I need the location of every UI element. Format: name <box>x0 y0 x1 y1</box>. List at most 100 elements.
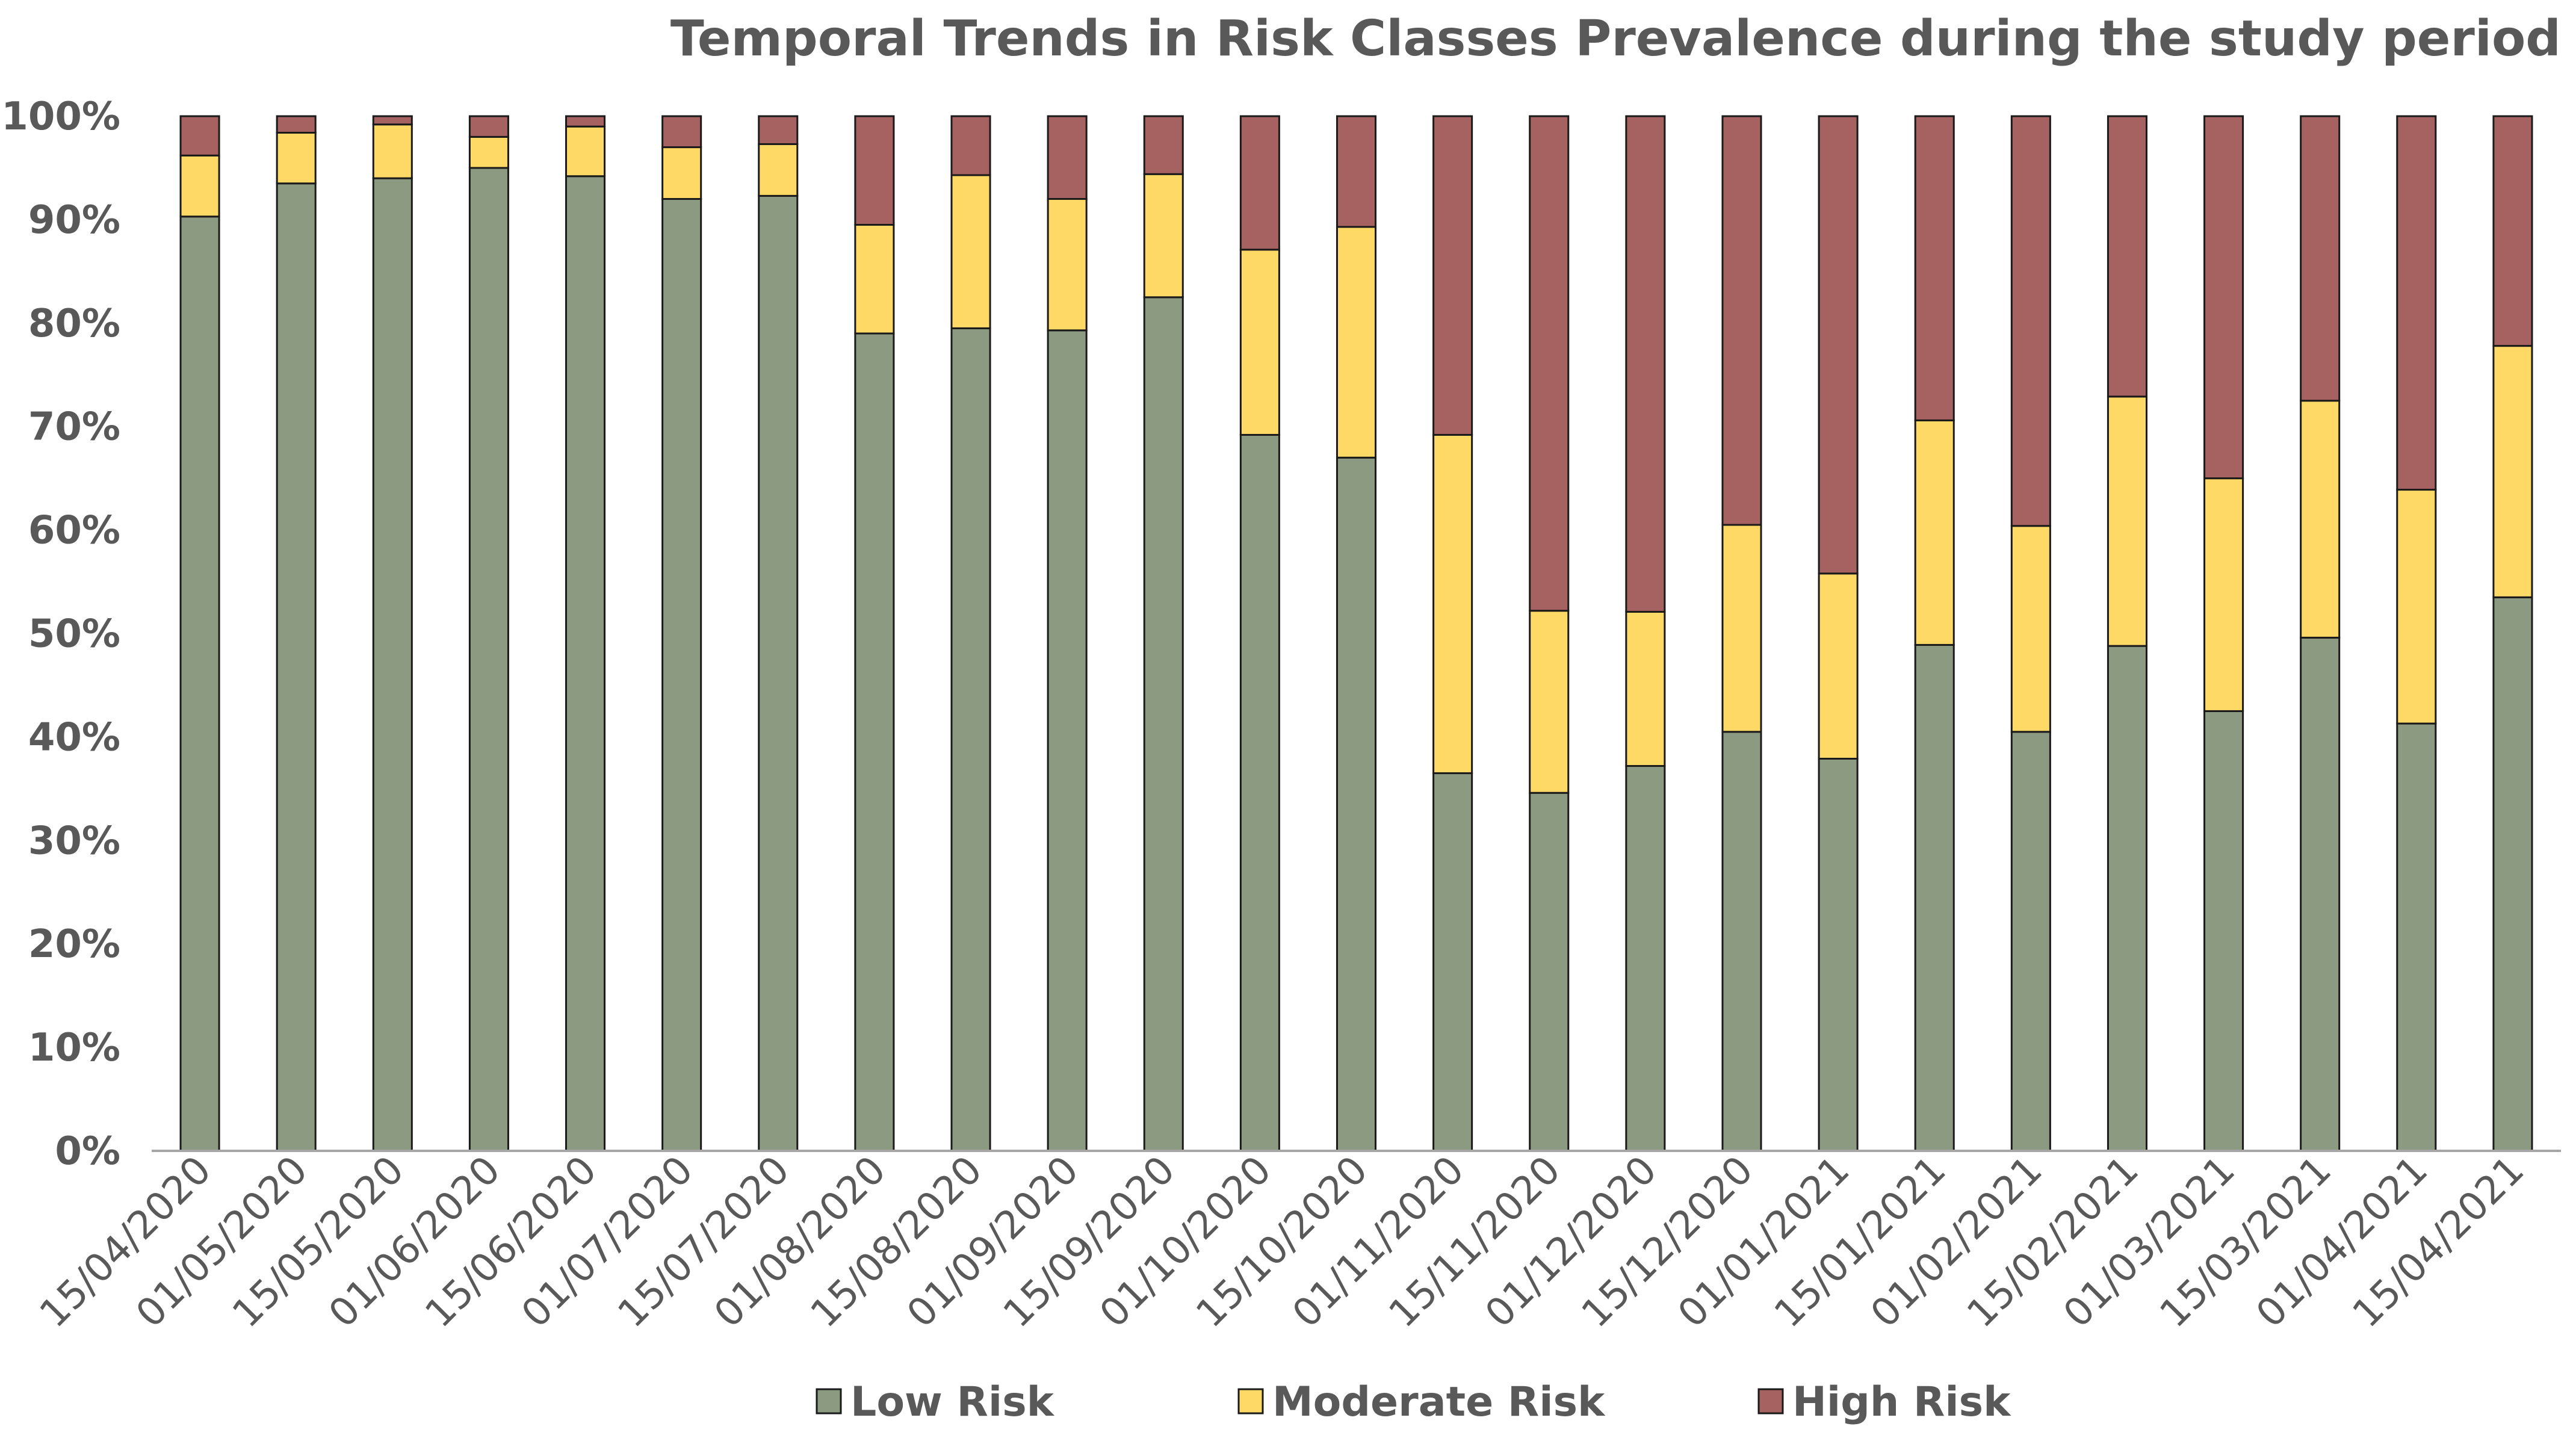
bar-moderate-risk <box>2396 489 2437 725</box>
bar-stack <box>1432 115 1473 1152</box>
bar-high-risk <box>1529 115 1570 612</box>
bar-low-risk <box>1047 329 1088 1152</box>
bar-low-risk <box>1818 757 1859 1152</box>
legend-item-moderate-risk: Moderate Risk <box>1237 1378 1606 1426</box>
chart-title: Temporal Trends in Risk Classes Prevalen… <box>670 10 2561 67</box>
bar-stack <box>2010 115 2051 1152</box>
bar-low-risk <box>1336 456 1377 1152</box>
bar-stack <box>276 115 317 1152</box>
bar-high-risk <box>468 115 509 138</box>
bar-low-risk <box>565 175 606 1152</box>
bar-moderate-risk <box>1432 433 1473 775</box>
bar-moderate-risk <box>372 123 413 179</box>
bar-high-risk <box>661 115 702 149</box>
bar-stack <box>1721 115 1762 1152</box>
bar-stack <box>2396 115 2437 1152</box>
legend-swatch <box>1757 1388 1784 1414</box>
bar-high-risk <box>1721 115 1762 526</box>
bar-low-risk <box>2203 710 2244 1152</box>
bar-low-risk <box>179 215 220 1152</box>
bar-high-risk <box>950 115 991 176</box>
y-tick-label: 10% <box>28 1026 120 1070</box>
bar-stack <box>758 115 799 1152</box>
bar-high-risk <box>1239 115 1280 251</box>
bar-low-risk <box>661 198 702 1152</box>
bar-low-risk <box>1239 433 1280 1152</box>
bar-low-risk <box>758 194 799 1152</box>
bar-high-risk <box>2300 115 2341 402</box>
bar-moderate-risk <box>1143 173 1184 299</box>
bar-high-risk <box>2010 115 2051 527</box>
bar-moderate-risk <box>2300 400 2341 639</box>
bar-low-risk <box>1432 772 1473 1152</box>
bar-high-risk <box>1336 115 1377 228</box>
bar-moderate-risk <box>2203 477 2244 712</box>
bar-low-risk <box>1143 296 1184 1152</box>
y-tick-label: 70% <box>28 405 120 450</box>
y-tick-label: 30% <box>28 819 120 863</box>
bar-low-risk <box>854 332 895 1152</box>
y-tick-label: 20% <box>28 922 120 967</box>
y-tick-label: 60% <box>28 509 120 553</box>
bar-moderate-risk <box>468 135 509 169</box>
bar-moderate-risk <box>1818 572 1859 760</box>
bar-moderate-risk <box>1625 610 1666 767</box>
bar-stack <box>1239 115 1280 1152</box>
bar-stack <box>2203 115 2244 1152</box>
y-axis-ticks: 0% 10% 20% 30% 40% 50% 60% 70% 80% 90% 100% <box>1 95 120 1174</box>
bar-stack <box>950 115 991 1152</box>
y-tick-label: 0% <box>55 1129 120 1174</box>
bar-moderate-risk <box>1529 610 1570 794</box>
bar-stack <box>468 115 509 1152</box>
legend-item-low-risk: Low Risk <box>816 1378 1055 1426</box>
bar-high-risk <box>2396 115 2437 491</box>
bar-stack <box>661 115 702 1152</box>
legend-label: High Risk <box>1792 1378 2011 1426</box>
bar-high-risk <box>276 115 317 134</box>
bar-high-risk <box>1818 115 1859 575</box>
bar-moderate-risk <box>2010 525 2051 733</box>
bar-high-risk <box>565 115 606 128</box>
bar-moderate-risk <box>1239 249 1280 436</box>
legend-swatch <box>816 1388 842 1414</box>
bar-stack <box>179 115 220 1152</box>
bar-moderate-risk <box>276 132 317 185</box>
bar-moderate-risk <box>758 143 799 197</box>
legend-swatch <box>1237 1388 1264 1414</box>
bar-stack <box>1625 115 1666 1152</box>
bar-stack <box>1529 115 1570 1152</box>
bar-high-risk <box>179 115 220 156</box>
bars <box>179 115 2533 1152</box>
bar-low-risk <box>2492 596 2533 1152</box>
bar-moderate-risk <box>1914 419 1955 646</box>
bar-low-risk <box>950 327 991 1152</box>
bar-low-risk <box>2107 645 2147 1152</box>
legend-label: Low Risk <box>850 1378 1055 1426</box>
bar-high-risk <box>372 115 413 126</box>
legend-label: Moderate Risk <box>1272 1378 1606 1426</box>
bar-stack <box>1818 115 1859 1152</box>
bar-low-risk <box>276 182 317 1152</box>
y-tick-label: 40% <box>28 715 120 760</box>
bar-stack <box>1336 115 1377 1152</box>
bar-moderate-risk <box>661 146 702 200</box>
bar-stack <box>1047 115 1088 1152</box>
bar-stack <box>565 115 606 1152</box>
bar-low-risk <box>1529 792 1570 1152</box>
bar-high-risk <box>2107 115 2147 398</box>
bar-low-risk <box>1914 643 1955 1152</box>
bar-high-risk <box>2492 115 2533 347</box>
bar-low-risk <box>2010 731 2051 1152</box>
bar-moderate-risk <box>2492 345 2533 598</box>
bar-high-risk <box>1914 115 1955 421</box>
bar-high-risk <box>1432 115 1473 436</box>
legend: Low Risk Moderate Risk High Risk <box>816 1378 2011 1426</box>
bar-low-risk <box>468 167 509 1152</box>
bar-moderate-risk <box>565 125 606 178</box>
bar-moderate-risk <box>1336 226 1377 459</box>
bar-moderate-risk <box>2107 395 2147 647</box>
bar-high-risk <box>758 115 799 145</box>
bar-moderate-risk <box>1721 524 1762 733</box>
y-tick-label: 50% <box>28 612 120 657</box>
